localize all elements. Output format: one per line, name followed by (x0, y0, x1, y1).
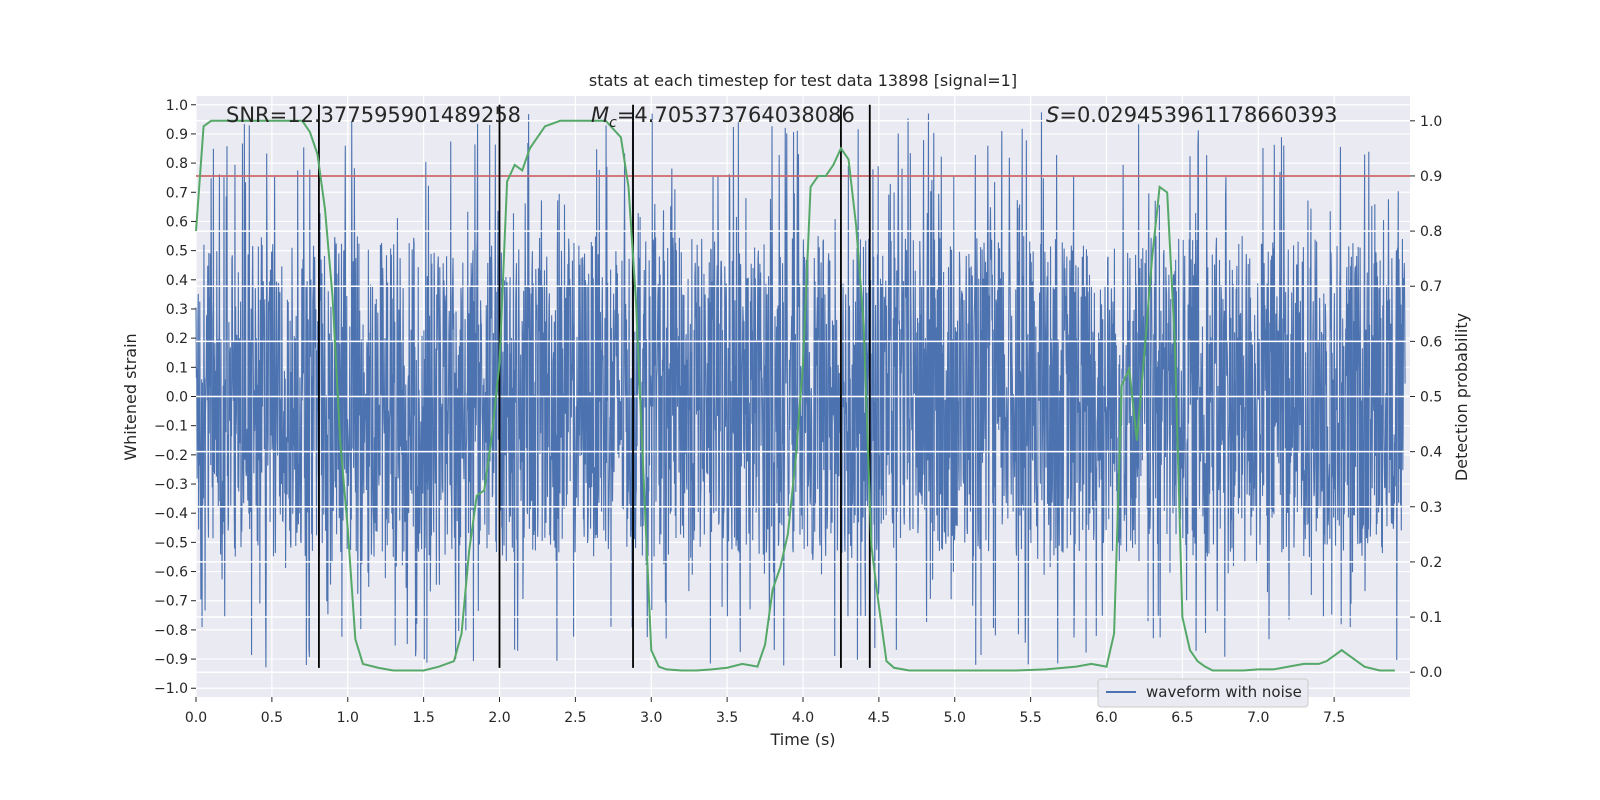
x-tick-label: 1.0 (337, 710, 359, 726)
y-tick-label: 0.5 (166, 244, 188, 260)
y2-tick-label: 0.6 (1420, 334, 1442, 350)
y2-ticks: 1.0 0.9 0.8 0.7 0.6 0.5 0.4 0.3 0.2 0.1 0.0 (1410, 114, 1442, 681)
y2-tick-label: 0.7 (1420, 279, 1442, 295)
chart-title: stats at each timestep for test data 138… (589, 71, 1017, 90)
y-tick-label: −0.1 (154, 419, 188, 435)
y2-tick-label: 0.8 (1420, 224, 1442, 240)
x-axis-label: Time (s) (769, 730, 835, 749)
y2-tick-label: 0.2 (1420, 555, 1442, 571)
detection-probability-line (195, 119, 1395, 672)
y2-tick-label: 0.3 (1420, 500, 1442, 516)
x-tick-label: 7.0 (1247, 710, 1269, 726)
y-tick-label: 0.3 (166, 302, 188, 318)
y-tick-label: −0.7 (154, 594, 188, 610)
white-h-lines (196, 120, 1410, 673)
y-tick-label: −0.5 (154, 535, 188, 551)
legend-box (1097, 678, 1309, 708)
x-tick-label: 4.0 (792, 710, 814, 726)
x-tick-label: 6.0 (1095, 710, 1117, 726)
x-tick-label: 0.5 (261, 710, 283, 726)
y2-tick-label: 0.4 (1420, 445, 1442, 461)
s-annotation: S=0.029453961178660393 (1046, 103, 1337, 127)
legend-label: waveform with noise (1146, 683, 1302, 701)
noise-waveform-path (195, 111, 1406, 668)
x-tick-label: 1.5 (412, 710, 434, 726)
s-value: =0.029453961178660393 (1059, 103, 1337, 127)
x-tick-label: 5.0 (944, 710, 966, 726)
y-tick-label: −0.9 (154, 652, 188, 668)
y-tick-label: 1.0 (166, 98, 188, 114)
x-tick-label: 3.5 (716, 710, 738, 726)
legend: waveform with noise (1097, 678, 1309, 708)
y-tick-label: 0.0 (166, 390, 188, 406)
mc-annotation: Mc=4.705373764038086 (591, 103, 855, 131)
x-tick-label: 4.5 (868, 710, 890, 726)
y2-tick-label: 0.0 (1420, 665, 1442, 681)
event-lines (318, 104, 871, 668)
y-tick-label: −0.2 (154, 448, 188, 464)
x-tick-label: 5.5 (1019, 710, 1041, 726)
x-tick-label: 0.0 (185, 710, 207, 726)
y-axis-label: Whitened strain (121, 333, 140, 460)
x-tick-label: 2.0 (488, 710, 510, 726)
y-tick-label: 0.4 (166, 273, 188, 289)
y-tick-label: 0.8 (166, 156, 188, 172)
x-tick-label: 6.5 (1171, 710, 1193, 726)
noise-waveform (195, 111, 1406, 668)
mc-subscript: c (609, 115, 617, 131)
y2-tick-label: 0.5 (1420, 390, 1442, 406)
y-tick-label: 0.7 (166, 185, 188, 201)
y-tick-label: −1.0 (154, 681, 188, 697)
y-tick-label: 0.9 (166, 127, 188, 143)
y2-tick-label: 1.0 (1420, 114, 1442, 130)
y-tick-label: −0.3 (154, 477, 188, 493)
y2-tick-label: 0.1 (1420, 610, 1442, 626)
mc-value: =4.705373764038086 (617, 103, 855, 127)
x-tick-label: 3.0 (640, 710, 662, 726)
y-tick-label: −0.4 (154, 506, 188, 522)
x-ticks: 0.0 0.5 1.0 1.5 2.0 2.5 3.0 3.5 4.0 4.5 5.0 5.5 6.0 6… (185, 697, 1345, 726)
x-tick-label: 2.5 (564, 710, 586, 726)
snr-annotation: SNR=12.377595901489258 (226, 103, 521, 127)
y-tick-label: 0.6 (166, 214, 188, 230)
y-tick-label: −0.6 (154, 565, 188, 581)
y-tick-label: −0.8 (154, 623, 188, 639)
y2-tick-label: 0.9 (1420, 169, 1442, 185)
y-tick-label: 0.1 (166, 360, 188, 376)
s-symbol: S (1046, 103, 1059, 127)
y2-axis-label: Detection probability (1452, 313, 1471, 481)
mc-symbol: M (591, 103, 609, 127)
y-ticks: 1.0 0.9 0.8 0.7 0.6 0.5 0.4 0.3 0.2 0.1 0.0 −0.1 −0.… (154, 98, 196, 697)
y-tick-label: 0.2 (166, 331, 188, 347)
x-tick-label: 7.5 (1323, 710, 1345, 726)
